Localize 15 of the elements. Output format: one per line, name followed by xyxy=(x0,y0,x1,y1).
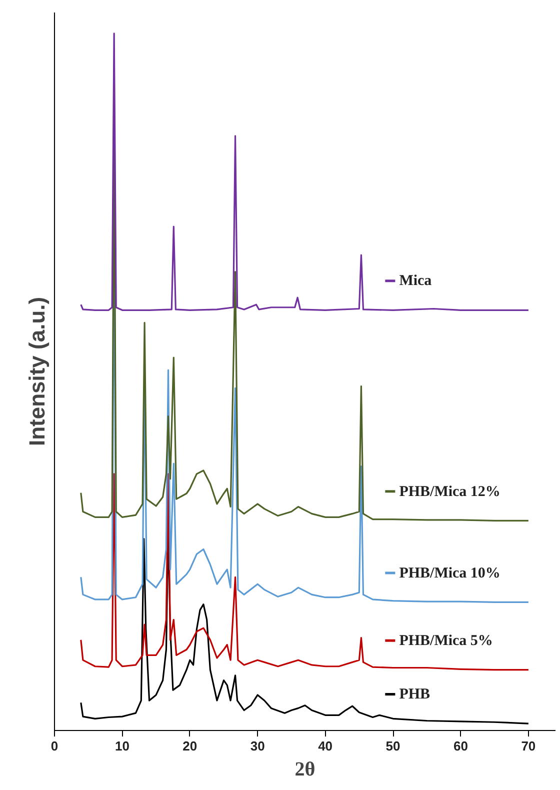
legend-label: PHB xyxy=(399,686,430,703)
legend-label: PHB/Mica 5% xyxy=(399,632,493,649)
x-tick-label: 20 xyxy=(182,738,198,754)
legend-label: PHB/Mica 12% xyxy=(399,484,500,500)
x-tick-label: 70 xyxy=(521,738,536,754)
x-tick-label: 0 xyxy=(50,738,58,754)
legend-label: PHB/Mica 10% xyxy=(399,565,500,582)
x-tick-label: 30 xyxy=(250,738,265,754)
x-tick-label: 60 xyxy=(453,738,468,754)
y-axis-title: Intensity (a.u.) xyxy=(24,296,50,446)
x-tick-label: 40 xyxy=(318,738,333,754)
x-tick-label: 50 xyxy=(386,738,400,754)
x-tick-label: 10 xyxy=(114,738,130,754)
x-axis-title: 2θ xyxy=(294,758,316,780)
legend-label: Mica xyxy=(399,273,432,290)
